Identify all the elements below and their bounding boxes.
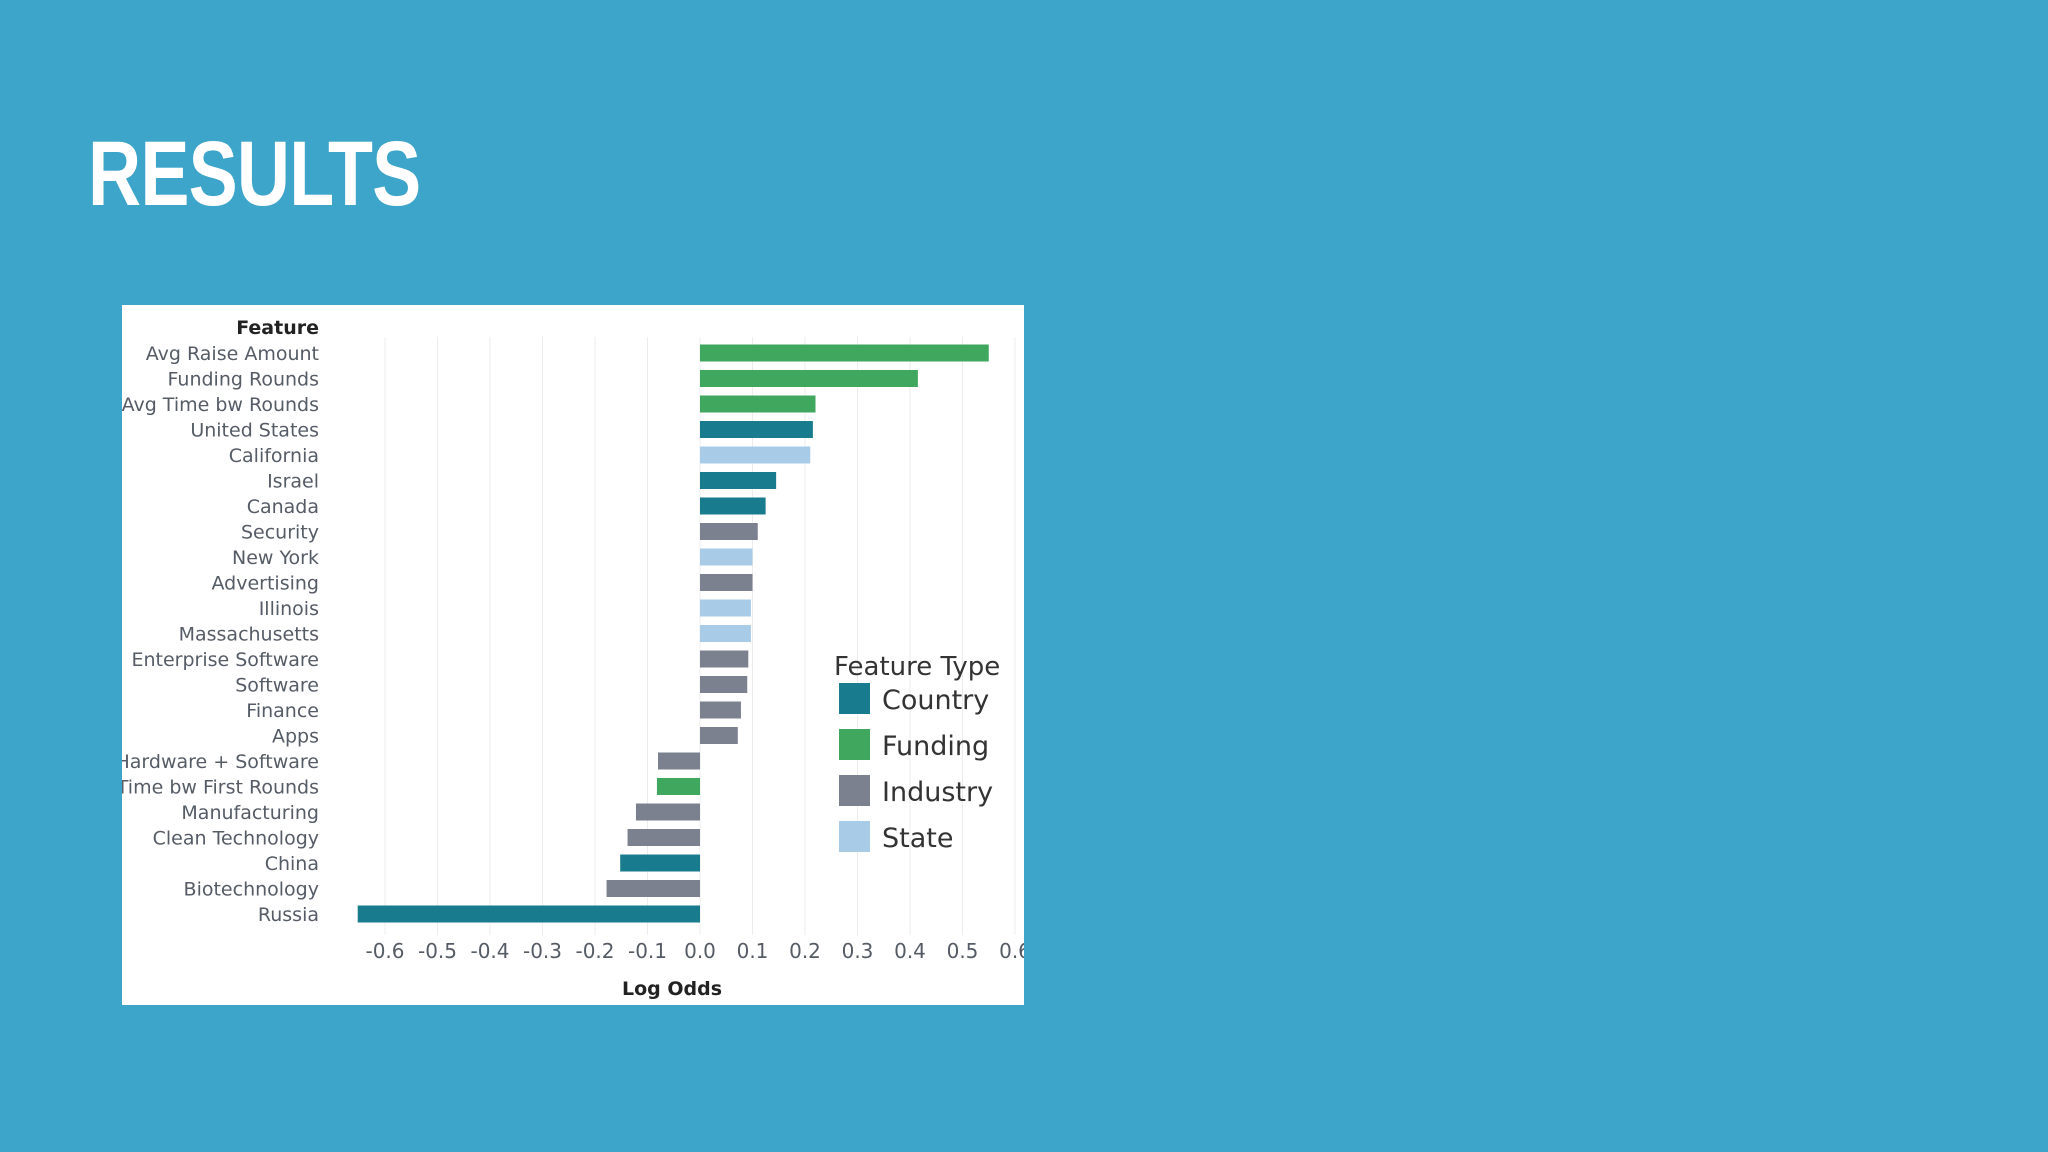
bar-china [620,854,700,872]
bar-advertising [700,574,753,591]
row-label-security: Security [241,522,319,544]
row-label-canada: Canada [247,496,319,518]
row-label-funding-rounds: Funding Rounds [168,369,319,391]
bar-hardware-software [658,752,700,770]
legend-swatch-country [839,683,870,714]
x-axis-ticks: -0.6 -0.5 -0.4 -0.3 -0.2 -0.1 0.0 0.1 0.2 0.3 0.4 0… [365,939,1024,963]
slide-title: RESULTS [88,123,421,225]
bar-security [700,523,758,540]
legend-swatch-state [839,821,870,852]
row-label-illinois: Illinois [259,598,319,620]
row-header: Feature [236,317,319,339]
legend-swatch-industry [839,775,870,806]
bar-canada [700,497,766,515]
bar-avg-time-bw-rounds [700,395,816,413]
x-tick-label: -0.4 [470,939,509,963]
bar-software [700,676,748,693]
x-axis-title: Log Odds [622,978,722,1000]
x-tick-label: -0.1 [628,939,667,963]
bar-massachusetts [700,625,751,642]
row-label-avg-raise-amount: Avg Raise Amount [146,343,319,365]
bar-biotechnology [606,880,700,897]
x-tick-label: 0.0 [684,939,716,963]
row-label-manufacturing: Manufacturing [181,802,319,824]
x-tick-label: 0.3 [842,939,874,963]
legend-label-state: State [882,823,953,854]
bar-united-states [700,421,813,438]
row-label-new-york: New York [232,547,319,569]
x-tick-label: -0.6 [365,939,404,963]
row-label-massachusetts: Massachusetts [179,624,319,646]
row-label-china: China [265,853,319,875]
row-label-avg-time-bw-rounds: Avg Time bw Rounds [122,394,319,416]
x-tick-label: 0.4 [894,939,926,963]
x-tick-label: -0.5 [418,939,457,963]
bar-apps [700,727,738,744]
bar-california [700,446,811,464]
bar-avg-raise-amount [700,344,989,362]
row-label-advertising: Advertising [212,573,319,595]
row-label-finance: Finance [246,700,319,722]
bar-enterprise-software [700,650,749,668]
chart-card: Avg Raise Amount Funding Rounds Avg Time b… [122,305,1024,1005]
legend-title: Feature Type [834,652,1000,682]
bar-illinois [700,599,751,617]
bar-clean-technology [627,829,700,846]
row-label-russia: Russia [258,904,319,926]
bar-funding-rounds [700,370,918,387]
bar-time-bw-first-rounds [656,778,700,795]
row-label-hardware-software: Hardware + Software [122,751,319,773]
row-label-software: Software [235,675,319,697]
x-tick-label: 0.2 [789,939,821,963]
bar-israel [700,472,777,489]
row-label-israel: Israel [267,471,319,493]
row-label-united-states: United States [190,420,319,442]
row-label-clean-technology: Clean Technology [153,828,319,850]
bar-manufacturing [635,803,700,821]
bar-finance [700,701,741,719]
x-tick-label: 0.5 [947,939,979,963]
row-label-california: California [229,445,319,467]
x-tick-label: -0.2 [575,939,614,963]
legend-swatch-funding [839,729,870,760]
x-tick-label: -0.3 [523,939,562,963]
legend-label-industry: Industry [882,777,993,808]
row-labels: Avg Raise Amount Funding Rounds Avg Time b… [122,343,319,926]
row-label-enterprise-software: Enterprise Software [131,649,319,671]
x-tick-label: 0.1 [737,939,769,963]
legend: Feature Type Country Funding Industry State [834,652,1000,854]
legend-label-country: Country [882,685,989,716]
legend-label-funding: Funding [882,731,989,762]
x-tick-label: 0.6 [999,939,1024,963]
bar-new-york [700,548,753,566]
row-label-biotechnology: Biotechnology [184,879,319,901]
log-odds-bar-chart: Avg Raise Amount Funding Rounds Avg Time b… [122,317,1024,1000]
row-label-apps: Apps [272,726,319,748]
row-label-time-bw-first-rounds: Time bw First Rounds [122,777,319,799]
bar-russia [357,905,700,923]
bars [357,344,989,923]
